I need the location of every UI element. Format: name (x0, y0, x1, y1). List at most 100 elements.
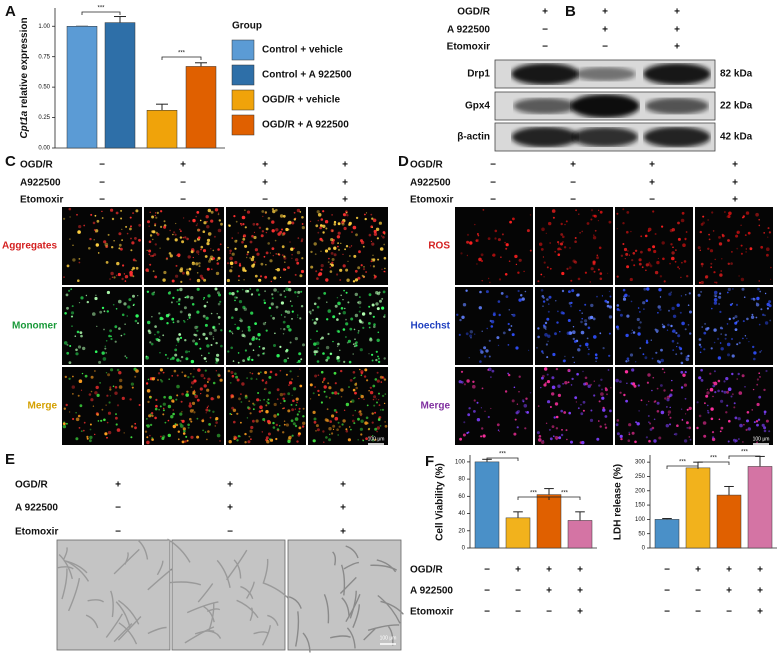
cell-dot (131, 268, 134, 271)
cell-dot (552, 352, 556, 357)
cell-dot (340, 294, 343, 297)
cell-dot (458, 333, 461, 336)
scale-bar-label: 100 μm (753, 436, 770, 442)
cell-dot (620, 438, 623, 441)
cell-outline (124, 552, 129, 565)
cell-dot (162, 413, 165, 416)
cell-dot (573, 361, 575, 364)
cell-dot (234, 239, 238, 243)
cell-dot (370, 265, 372, 267)
cell-dot (715, 295, 717, 298)
cell-dot (606, 304, 610, 308)
cell-dot (220, 329, 223, 332)
cell-dot (351, 419, 355, 423)
cell-dot (508, 260, 511, 263)
cell-dot (770, 266, 772, 269)
cell-dot (734, 416, 738, 420)
cell-dot (459, 437, 462, 441)
cell-dot (671, 251, 675, 255)
cell-dot (154, 214, 156, 217)
cell-dot (189, 409, 194, 413)
cell-dot (238, 300, 243, 304)
cell-dot (251, 255, 255, 259)
cell-outline (343, 561, 359, 570)
cell-dot (348, 360, 352, 364)
cell-dot (207, 381, 209, 383)
cell-dot (192, 249, 195, 253)
cell-dot (326, 318, 329, 321)
cell-dot (593, 214, 596, 217)
cell-dot (98, 360, 102, 364)
cell-dot (206, 221, 208, 223)
cell-dot (75, 437, 79, 441)
cell-dot (643, 287, 647, 291)
cell-dot (134, 319, 138, 323)
cell-dot (114, 386, 118, 389)
cell-dot (345, 318, 347, 321)
cell-dot (628, 295, 630, 297)
cell-dot (251, 372, 254, 375)
cell-dot (216, 353, 220, 357)
cell-dot (604, 426, 608, 429)
cell-dot (240, 222, 242, 225)
cell-dot (362, 268, 366, 271)
cell-dot (360, 414, 362, 417)
cell-dot (196, 329, 199, 332)
cell-dot (163, 220, 166, 223)
cell-dot (217, 256, 221, 260)
cell-dot (229, 256, 233, 261)
cell-dot (260, 234, 264, 238)
cell-dot (541, 350, 544, 353)
cell-dot (192, 392, 195, 395)
cell-dot (251, 293, 254, 295)
cell-dot (151, 230, 154, 233)
cell-dot (761, 423, 765, 427)
cell-dot (174, 348, 178, 352)
cell-dot (253, 261, 256, 264)
cell-dot (176, 337, 180, 341)
condition-sign: − (99, 160, 105, 171)
cell-dot (579, 309, 581, 312)
cell-dot (196, 211, 200, 214)
cell-dot (725, 377, 729, 381)
cell-dot (208, 331, 213, 336)
cell-dot (234, 296, 237, 299)
cell-dot (71, 385, 76, 389)
cell-dot (328, 427, 332, 431)
cell-outline (67, 577, 81, 612)
cell-dot (64, 312, 67, 315)
cell-dot (100, 419, 103, 422)
cell-dot (555, 427, 559, 430)
cell-dot (666, 406, 668, 408)
cell-dot (336, 235, 341, 239)
cell-dot (760, 245, 764, 249)
cell-dot (291, 221, 295, 225)
cell-dot (736, 343, 739, 346)
cell-dot (717, 389, 720, 393)
cell-dot (208, 423, 212, 426)
cell-dot (549, 242, 552, 244)
cell-dot (182, 432, 186, 435)
cell-dot (600, 378, 603, 381)
cell-dot (724, 333, 727, 337)
cell-dot (292, 387, 297, 391)
cell-dot (622, 222, 625, 225)
cell-dot (160, 225, 163, 228)
cell-dot (705, 275, 709, 279)
cell-dot (698, 338, 702, 341)
cell-dot (374, 438, 377, 441)
cell-dot (648, 421, 650, 423)
cell-dot (191, 401, 196, 405)
cell-outline (216, 559, 231, 588)
cell-dot (649, 422, 652, 425)
condition-sign: − (180, 178, 186, 189)
cell-dot (746, 317, 749, 321)
cell-dot (682, 373, 686, 377)
cell-dot (564, 223, 566, 226)
cell-dot (332, 315, 336, 319)
blot-band (571, 127, 639, 147)
cell-dot (159, 352, 161, 354)
cell-dot (345, 428, 348, 431)
cell-dot (123, 333, 126, 336)
cell-dot (601, 396, 605, 400)
